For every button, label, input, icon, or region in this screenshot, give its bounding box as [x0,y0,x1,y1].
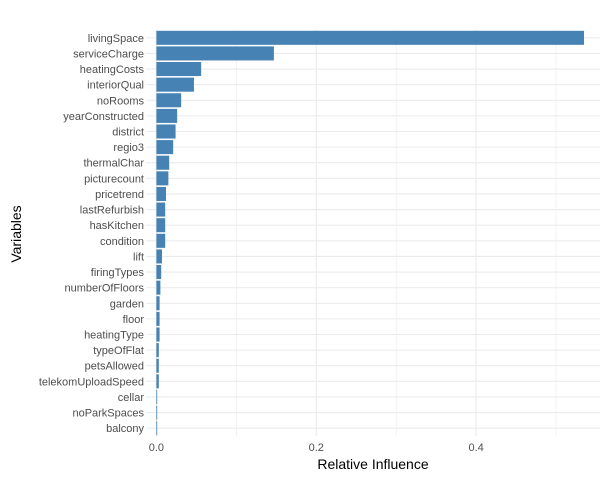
bar-no-rooms [156,93,182,108]
y-tick-label-picturecount: picturecount [84,173,144,185]
bar-pricetrend [156,186,166,201]
bar-condition [156,233,166,248]
bar-garden [156,296,160,311]
bar-heating-costs [156,62,202,77]
x-tick-label: 0.0 [149,442,164,454]
bar-picturecount [156,171,169,186]
x-tick-label: 0.4 [468,442,483,454]
y-tick-label-firing-types: firingTypes [91,267,145,279]
y-tick-label-last-refurbish: lastRefurbish [80,205,144,217]
y-tick-labels: livingSpace serviceCharge heatingCosts inte… [39,33,145,435]
y-tick-label-heating-costs: heatingCosts [80,64,145,76]
y-tick-label-lift: lift [133,251,144,263]
y-tick-label-living-space: livingSpace [88,33,144,45]
x-tick-label: 0.2 [309,442,324,454]
y-tick-label-type-of-flat: typeOfFlat [93,345,144,357]
x-axis-title: Relative Influence [317,456,429,472]
y-tick-label-service-charge: serviceCharge [73,48,144,60]
bar-telekom-upload-speed [156,374,159,389]
bar-pets-allowed [156,358,159,373]
bar-thermal-char [156,155,170,170]
y-tick-label-condition: condition [100,236,144,248]
bar-service-charge [156,46,274,61]
bar-lift [156,249,162,264]
bar-interior-qual [156,77,194,92]
grid-layer [146,30,600,436]
y-tick-label-regio3: regio3 [113,142,144,154]
bar-firing-types [156,265,162,280]
y-axis-title: Variables [8,205,24,262]
y-tick-label-pets-allowed: petsAllowed [85,361,144,373]
bar-balcony [156,421,158,436]
y-tick-label-no-rooms: noRooms [97,95,145,107]
x-tick-labels: 0.0 0.2 0.4 [149,442,484,454]
y-tick-label-has-kitchen: hasKitchen [90,220,144,232]
bar-floor [156,311,160,326]
bar-heating-type [156,327,160,342]
bar-layer [156,30,585,436]
y-tick-label-telekom-upload-speed: telekomUploadSpeed [39,376,144,388]
y-tick-label-balcony: balcony [106,423,144,435]
bar-last-refurbish [156,202,166,217]
bar-district [156,124,176,139]
y-tick-label-pricetrend: pricetrend [95,189,144,201]
y-tick-label-garden: garden [110,298,144,310]
y-tick-label-number-of-floors: numberOfFloors [65,283,145,295]
y-tick-label-year-constructed: yearConstructed [63,111,144,123]
y-tick-label-district: district [112,127,144,139]
bar-regio3 [156,140,174,155]
bar-has-kitchen [156,218,166,233]
y-tick-label-no-park-spaces: noParkSpaces [72,408,144,420]
bar-number-of-floors [156,280,161,295]
y-tick-label-cellar: cellar [118,392,145,404]
y-tick-label-interior-qual: interiorQual [87,80,144,92]
bar-year-constructed [156,108,178,123]
bar-type-of-flat [156,343,159,358]
bar-cellar [156,389,158,404]
y-tick-label-heating-type: heatingType [84,330,144,342]
bar-living-space [156,30,585,45]
y-tick-label-floor: floor [123,314,145,326]
bar-no-park-spaces [156,405,158,420]
y-tick-label-thermal-char: thermalChar [83,158,144,170]
